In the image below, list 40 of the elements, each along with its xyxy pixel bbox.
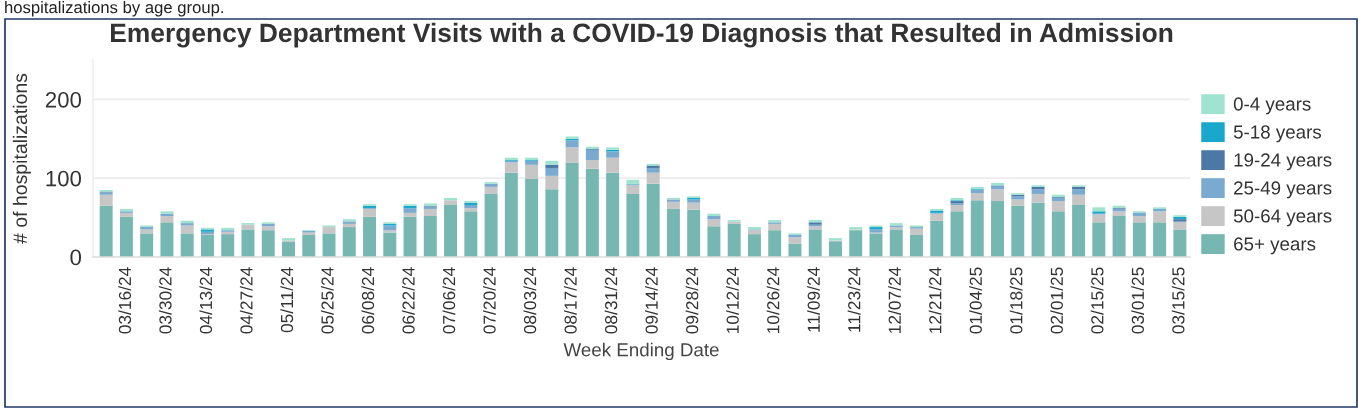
x-tick-label: 10/26/24 xyxy=(766,267,780,333)
x-tick-label: 03/01/25 xyxy=(1131,267,1145,334)
x-tick-label: 11/09/24 xyxy=(807,267,820,332)
legend-label: 0-4 years xyxy=(1233,97,1311,115)
y-axis-title: # of hospitalizations xyxy=(12,73,31,244)
x-tick-label: 03/30/24 xyxy=(158,267,172,334)
legend-label: 50-64 years xyxy=(1233,209,1332,227)
x-tick-label: 06/22/24 xyxy=(401,267,415,334)
x-tick-label: 03/15/25 xyxy=(1171,267,1185,334)
legend-label: 19-24 years xyxy=(1234,153,1332,171)
x-tick-label: 08/03/24 xyxy=(523,267,537,334)
x-tick-label: 02/01/25 xyxy=(1050,267,1063,334)
x-tick-label: 01/18/25 xyxy=(1009,267,1023,334)
chart-title: Emergency Department Visits with a COVID-19 Diagnosis that Resulted in Admission xyxy=(110,22,1173,48)
x-tick-label: 04/27/24 xyxy=(239,267,253,334)
x-tick-label: 08/31/24 xyxy=(604,267,618,334)
y-tick-label: 200 xyxy=(45,91,82,108)
x-tick-label: 02/15/25 xyxy=(1090,267,1104,334)
legend-label: 25-49 years xyxy=(1234,181,1332,199)
x-tick-label: 12/07/24 xyxy=(888,267,901,333)
x-tick-label: 08/17/24 xyxy=(564,267,577,334)
x-tick-label: 05/25/24 xyxy=(320,267,334,334)
x-tick-label: 07/20/24 xyxy=(482,267,496,334)
x-tick-label: 05/11/24 xyxy=(280,267,294,333)
x-tick-label: 12/21/24 xyxy=(928,267,942,333)
x-tick-label: 01/04/25 xyxy=(969,267,982,334)
x-tick-label: 03/16/24 xyxy=(118,267,132,334)
x-tick-label: 07/06/24 xyxy=(442,267,456,334)
x-tick-label: 06/08/24 xyxy=(361,267,375,334)
x-tick-label: 10/12/24 xyxy=(726,267,739,333)
x-tick-label: 11/23/24 xyxy=(847,267,861,332)
legend-label: 65+ years xyxy=(1234,237,1316,255)
text: hospitalizations by age group. xyxy=(5,1,223,17)
x-tick-label: 04/13/24 xyxy=(199,267,213,334)
x-axis-title: Week Ending Date xyxy=(563,342,719,361)
x-tick-label: 09/14/24 xyxy=(645,267,658,334)
x-tick-label: 09/28/24 xyxy=(685,267,699,334)
legend-label: 5-18 years xyxy=(1233,125,1322,143)
y-tick-label: 100 xyxy=(46,170,82,187)
y-tick-label: 0 xyxy=(70,249,82,266)
